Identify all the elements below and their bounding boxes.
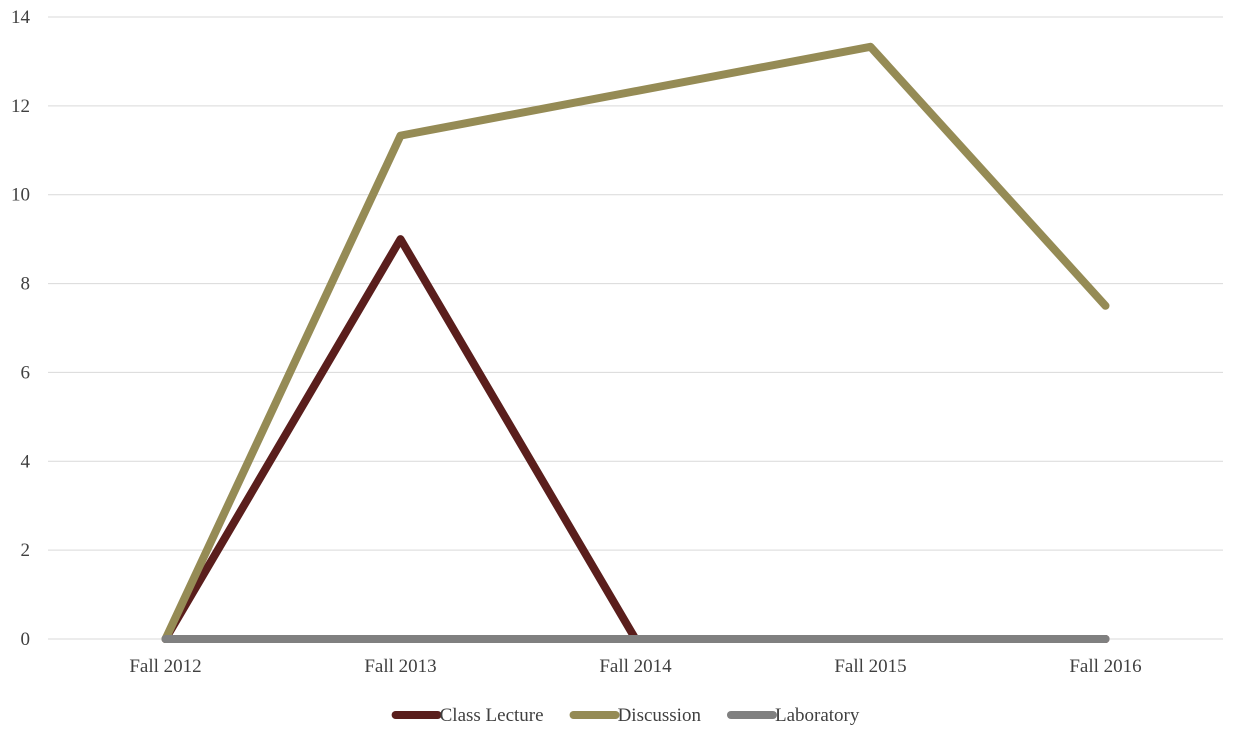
gridlines [48,16,1223,640]
y-axis-ticks: 0 2 4 6 8 10 12 14 [11,7,31,650]
x-tick-label: Fall 2015 [834,656,906,677]
x-tick-label: Fall 2012 [129,656,201,677]
y-tick-label: 6 [21,362,31,383]
x-tick-label: Fall 2014 [599,656,672,677]
legend-label: Discussion [618,705,702,726]
series-line-class-lecture [161,235,1110,643]
y-tick-label: 4 [21,451,31,472]
legend-label: Class Lecture [440,705,544,726]
series-lines [161,42,1110,643]
y-tick-label: 0 [21,629,31,650]
legend-label: Laboratory [775,705,860,726]
y-tick-label: 8 [21,274,31,295]
x-tick-label: Fall 2013 [364,656,436,677]
y-tick-label: 2 [21,540,31,561]
y-tick-label: 12 [11,96,30,117]
legend: Class Lecture Discussion Laboratory [391,705,860,726]
y-tick-label: 14 [11,7,31,28]
x-tick-label: Fall 2016 [1069,656,1141,677]
y-tick-label: 10 [11,185,30,206]
x-axis-ticks: Fall 2012 Fall 2013 Fall 2014 Fall 2015 Fall… [129,656,1141,677]
